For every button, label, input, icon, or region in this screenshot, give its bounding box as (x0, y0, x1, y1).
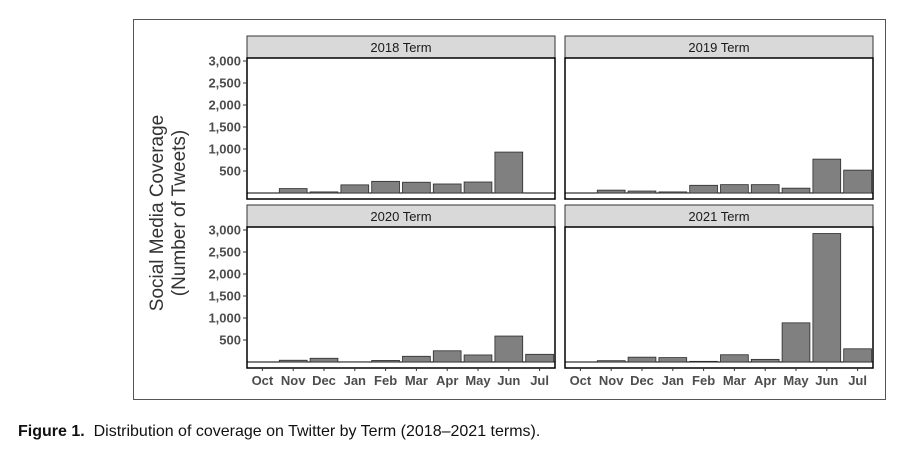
figure-frame (133, 19, 886, 400)
x-tick-label: Nov (599, 373, 624, 388)
bar: Apr: 60 (750, 358, 780, 363)
bar: Dec: 25 (309, 191, 339, 194)
x-tick-label: Jun (815, 373, 838, 388)
y-axis-label: Social Media Coverage (147, 115, 168, 311)
y-tick-label: 1,500 (208, 289, 241, 304)
bar: Feb: 15 (689, 360, 718, 363)
bar: Dec: 45 (627, 190, 657, 194)
bar: Jun: 770 (812, 158, 842, 194)
bar: Apr: 205 (432, 183, 462, 194)
x-tick-label: Oct (570, 373, 592, 388)
y-tick-label: 1,000 (208, 142, 241, 157)
bar: Jan: 185 (340, 184, 370, 194)
bar: Nov: 100 (278, 188, 308, 194)
panel-title: 2019 Term (688, 40, 749, 55)
panel-4: 2021 TermNov: 30Dec: 110Jan: 100Feb: 15M… (564, 204, 874, 388)
panel-3: 2020 TermNov: 40Dec: 85Jan: 5Feb: 35Mar:… (208, 204, 556, 388)
x-tick-label: Feb (692, 373, 715, 388)
bar: Apr: 255 (432, 350, 462, 363)
bar: Feb: 35 (371, 360, 400, 363)
x-tick-label: Jul (530, 373, 549, 388)
bar: Mar: 190 (720, 184, 749, 194)
x-tick-label: Dec (312, 373, 336, 388)
y-tick-label: 2,000 (208, 98, 241, 113)
y-tick-label: 500 (219, 333, 241, 348)
x-tick-label: Nov (281, 373, 306, 388)
panel-2: 2019 TermNov: 65Dec: 45Jan: 25Feb: 175Ma… (564, 35, 874, 200)
y-tick-label: 2,500 (208, 76, 241, 91)
y-tick-label: 3,000 (208, 54, 241, 69)
bar: Mar: 130 (402, 355, 431, 363)
y-tick-label: 3,000 (208, 223, 241, 238)
bar: Jul: 175 (525, 353, 554, 363)
x-tick-label: Dec (630, 373, 654, 388)
bar: Dec: 85 (309, 357, 339, 363)
bar: Nov: 30 (596, 360, 626, 363)
x-tick-label: May (783, 373, 809, 388)
bar: Jun: 590 (494, 335, 524, 363)
x-tick-label: Jul (848, 373, 867, 388)
x-tick-label: Mar (723, 373, 746, 388)
bar: Jan: 25 (658, 191, 688, 194)
caption-text: Distribution of coverage on Twitter by T… (93, 423, 541, 440)
x-tick-label: Feb (374, 373, 397, 388)
bar: Nov: 65 (596, 189, 626, 194)
figure-caption: Figure 1. Distribution of coverage on Tw… (18, 423, 540, 441)
bar: Dec: 110 (627, 356, 657, 363)
bar: May: 160 (463, 354, 493, 363)
bar: May: 890 (781, 322, 811, 363)
panel-title: 2020 Term (370, 209, 431, 224)
x-tick-label: Jan (344, 373, 366, 388)
panel-1: 2018 Term Nov: 100Dec: 25Jan: 185Feb: 265… (208, 35, 556, 200)
x-tick-label: Apr (436, 373, 458, 388)
bar: Jan: 100 (658, 357, 688, 363)
bar: Mar: 245 (402, 181, 431, 194)
panel-border (246, 57, 556, 200)
y-tick-label: 500 (219, 164, 241, 179)
bar: Feb: 265 (371, 180, 400, 194)
panel-border (246, 226, 556, 369)
bar: May: 110 (781, 187, 811, 194)
x-tick-label: May (465, 373, 491, 388)
bar: Feb: 175 (689, 184, 718, 194)
y-tick-label: 2,500 (208, 245, 241, 260)
y-tick-label: 1,000 (208, 311, 241, 326)
panel-title: 2018 Term (370, 40, 431, 55)
bar: Nov: 40 (278, 359, 308, 363)
bar: Apr: 190 (750, 184, 780, 194)
figure-label: Figure 1. (18, 423, 85, 440)
bar: Jun: 930 (494, 151, 524, 194)
x-tick-label: Mar (405, 373, 428, 388)
bar: May: 250 (463, 181, 493, 194)
panel-title: 2021 Term (688, 209, 749, 224)
bar: Jun: 2920 (812, 233, 842, 363)
x-tick-label: Apr (754, 373, 776, 388)
panels-layer: 2018 Term Nov: 100Dec: 25Jan: 185Feb: 265… (208, 35, 874, 388)
bar: Jul: 300 (843, 348, 872, 363)
bar: Mar: 165 (720, 354, 749, 363)
bar: Jul: 520 (843, 169, 872, 194)
x-tick-label: Oct (252, 373, 274, 388)
y-axis-label-units: (Number of Tweets) (169, 130, 190, 296)
x-tick-label: Jun (497, 373, 520, 388)
y-tick-label: 2,000 (208, 267, 241, 282)
y-tick-label: 1,500 (208, 120, 241, 135)
faceted-bar-chart: Social Media Coverage (Number of Tweets)… (147, 35, 874, 388)
panel-border (564, 226, 874, 369)
panel-border (564, 57, 874, 200)
x-tick-label: Jan (662, 373, 684, 388)
